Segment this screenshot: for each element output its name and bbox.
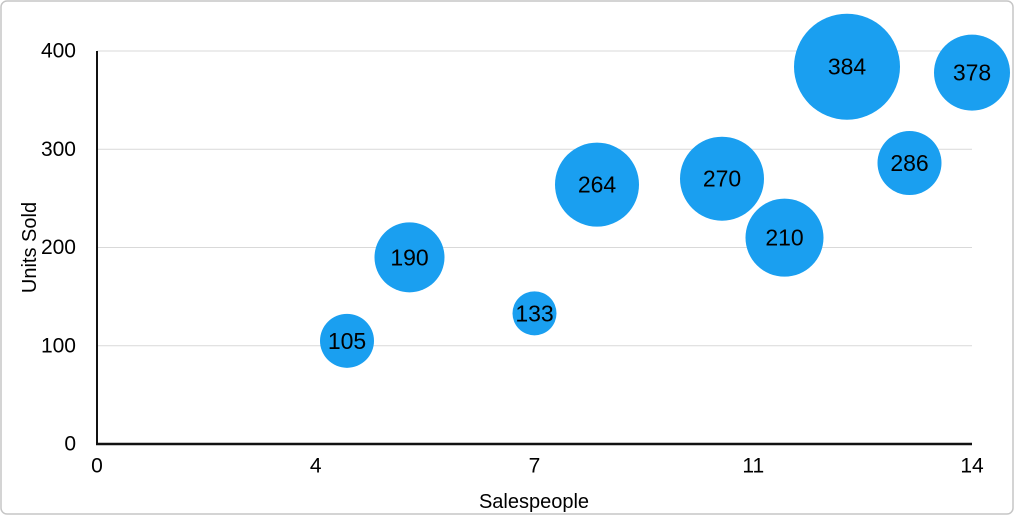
bubble[interactable] [374,222,445,293]
y-tick-label: 400 [41,40,76,63]
y-tick-label: 0 [64,433,76,456]
x-tick-label: 7 [529,455,541,478]
y-tick-label: 100 [41,334,76,357]
bubble-label: 210 [765,225,803,251]
bubble[interactable] [877,131,942,196]
bubble-point: 286 [877,131,942,196]
bubble-point: 210 [745,198,824,277]
x-axis-tick-labels: 0 4 7 11 14 [91,455,984,478]
bubble[interactable] [934,34,1010,111]
y-axis-tick-labels: 0 100 200 300 400 [41,40,76,456]
x-tick-label: 4 [310,455,322,478]
bubble-label: 190 [390,244,428,270]
bubble[interactable] [745,198,824,277]
y-tick-label: 300 [41,138,76,161]
x-tick-label: 14 [960,455,984,478]
bubble[interactable] [320,313,374,368]
bubble-label: 133 [515,300,553,326]
bubble-label: 378 [953,60,991,86]
bubble-point: 190 [374,222,445,293]
axes [96,51,972,446]
bubble-label: 270 [703,166,741,192]
bubble-series: 105 190 133 264 270 210 384 286 378 [320,13,1010,368]
bubble-label: 105 [328,328,366,354]
bubble-point: 270 [680,136,764,221]
bubble[interactable] [680,136,764,221]
bubble-point: 384 [794,13,900,120]
y-tick-label: 200 [41,236,76,259]
y-axis-title: Units Sold [19,202,41,293]
bubble-label: 384 [828,54,867,80]
gridlines [97,50,972,347]
bubble-point: 133 [512,291,557,336]
bubble[interactable] [512,291,557,336]
bubble[interactable] [555,142,639,227]
x-axis-title: Salespeople [479,491,589,513]
bubble[interactable] [794,13,900,120]
bubble-label: 286 [890,150,928,176]
bubble-label: 264 [578,172,617,198]
bubble-point: 105 [320,313,374,368]
bubble-point: 378 [934,34,1010,111]
x-tick-label: 0 [91,455,103,478]
bubble-point: 264 [555,142,639,227]
x-tick-label: 11 [742,455,764,478]
